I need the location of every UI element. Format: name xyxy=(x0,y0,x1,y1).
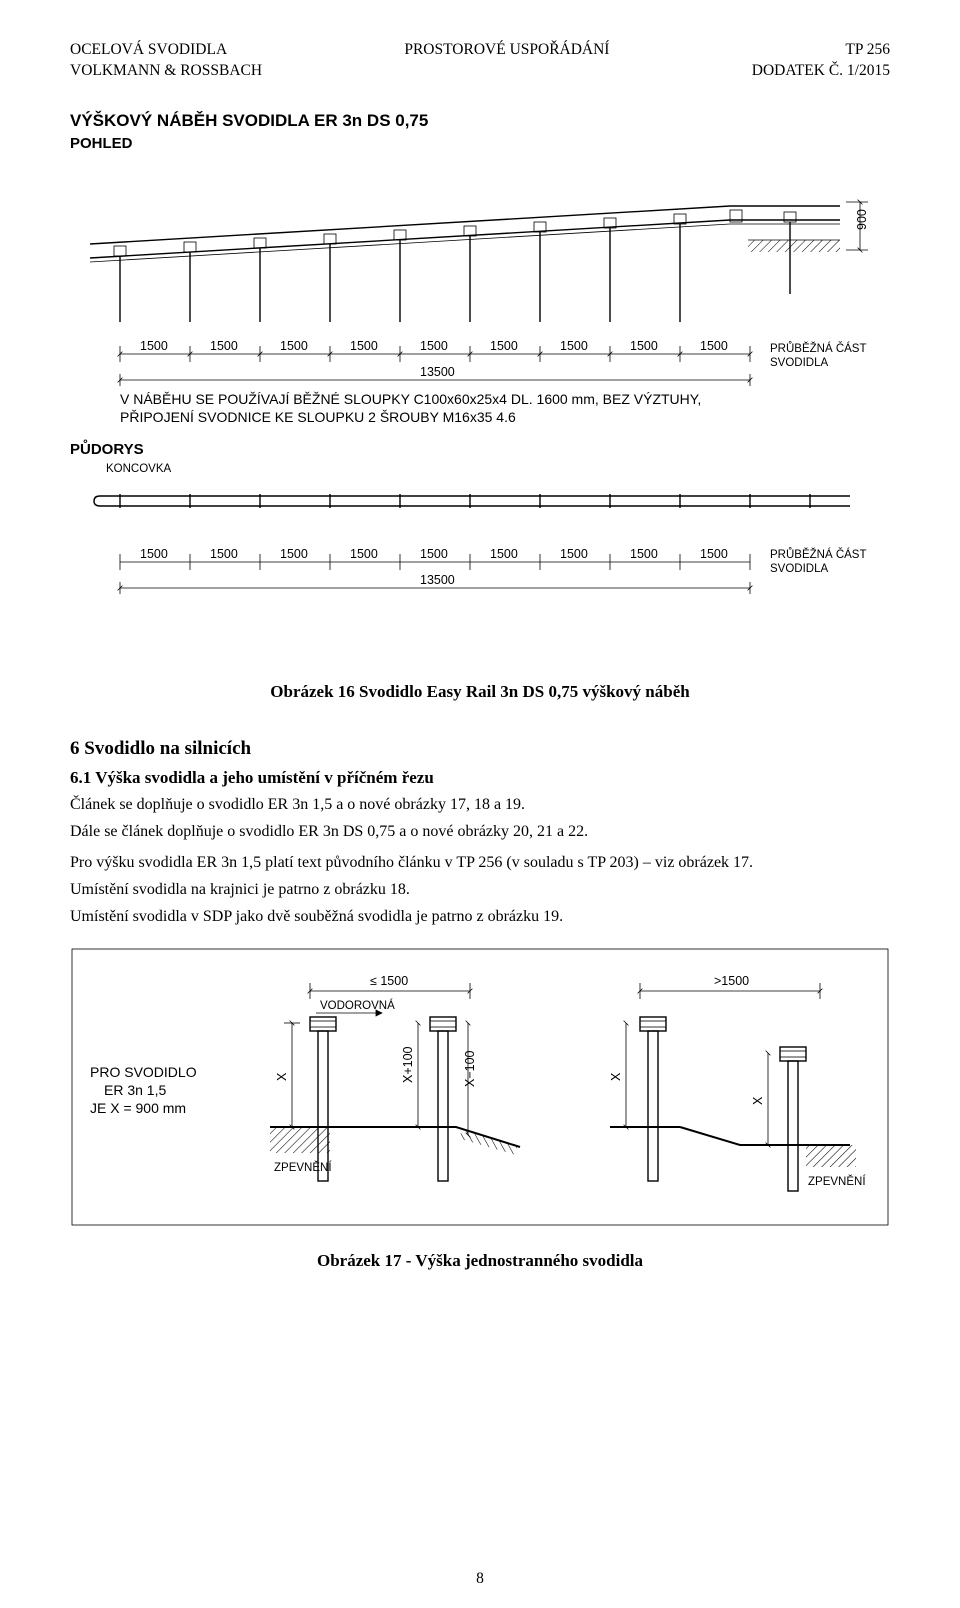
fig2-note3: JE X = 900 mm xyxy=(90,1100,186,1116)
header-right: TP 256 DODATEK Č. 1/2015 xyxy=(752,40,890,82)
section-6-1-heading: 6.1 Výška svodidla a jeho umístění v pří… xyxy=(70,768,890,788)
fig1b-seg5: 1500 xyxy=(420,547,448,561)
fig1-seg1: 1500 xyxy=(140,339,168,353)
fig1-note1: V NÁBĚHU SE POUŽÍVAJÍ BĚŽNÉ SLOUPKY C100… xyxy=(120,391,701,407)
fig1b-seg4: 1500 xyxy=(350,547,378,561)
fig1-seg4: 1500 xyxy=(350,339,378,353)
fig1b-seg3: 1500 xyxy=(280,547,308,561)
fig1-total1: 13500 xyxy=(420,365,455,379)
fig1-seg6: 1500 xyxy=(490,339,518,353)
fig2-zpevneni-l: ZPEVNĚNÍ xyxy=(274,1161,332,1174)
fig1-seg5: 1500 xyxy=(420,339,448,353)
fig1-prubezna-b1: PRŮBĚŽNÁ ČÁST xyxy=(770,548,867,561)
fig1-title: VÝŠKOVÝ NÁBĚH SVODIDLA ER 3n DS 0,75 xyxy=(70,111,428,130)
fig1-seg8: 1500 xyxy=(630,339,658,353)
fig1-seg2: 1500 xyxy=(210,339,238,353)
para-1: Článek se doplňuje o svodidlo ER 3n 1,5 … xyxy=(70,794,890,815)
fig1-note2: PŘIPOJENÍ SVODNICE KE SLOUPKU 2 ŠROUBY M… xyxy=(120,409,516,425)
fig1b-seg1: 1500 xyxy=(140,547,168,561)
fig1b-seg9: 1500 xyxy=(700,547,728,561)
fig1-koncovka: KONCOVKA xyxy=(106,463,172,475)
fig2-gt1500: >1500 xyxy=(714,974,749,988)
fig1-seg9: 1500 xyxy=(700,339,728,353)
figure-16-caption: Obrázek 16 Svodidlo Easy Rail 3n DS 0,75… xyxy=(70,682,890,702)
fig1b-seg8: 1500 xyxy=(630,547,658,561)
fig1b-seg2: 1500 xyxy=(210,547,238,561)
header-center: PROSTOROVÉ USPOŘÁDÁNÍ xyxy=(262,40,752,82)
fig1-view1: POHLED xyxy=(70,135,133,152)
para-5: Umístění svodidla v SDP jako dvě souběžn… xyxy=(70,906,890,927)
header-left-line1: OCELOVÁ SVODIDLA xyxy=(70,40,262,61)
fig1b-seg6: 1500 xyxy=(490,547,518,561)
fig2-note2: ER 3n 1,5 xyxy=(104,1082,166,1098)
fig1-prubezna-a1: PRŮBĚŽNÁ ČÁST xyxy=(770,342,867,355)
fig1-dim900: 900 xyxy=(855,209,869,230)
figure-16: VÝŠKOVÝ NÁBĚH SVODIDLA ER 3n DS 0,75 POH… xyxy=(70,108,890,668)
header-right-line2: DODATEK Č. 1/2015 xyxy=(752,61,890,82)
fig1-prubezna-b2: SVODIDLA xyxy=(770,563,828,575)
figure-17: PRO SVODIDLO ER 3n 1,5 JE X = 900 mm ≤ 1… xyxy=(70,947,890,1237)
fig1-total2: 13500 xyxy=(420,573,455,587)
fig2-xminus: X−100 xyxy=(463,1051,477,1088)
fig1-seg7: 1500 xyxy=(560,339,588,353)
fig2-le1500: ≤ 1500 xyxy=(370,974,408,988)
fig2-xplus: X+100 xyxy=(401,1047,415,1084)
header-right-line1: TP 256 xyxy=(752,40,890,61)
header-left: OCELOVÁ SVODIDLA VOLKMANN & ROSSBACH xyxy=(70,40,262,82)
section-6-heading: 6 Svodidlo na silnicích xyxy=(70,738,890,760)
page-number: 8 xyxy=(0,1570,960,1588)
fig2-x3: X xyxy=(751,1096,765,1105)
fig1-prubezna-a2: SVODIDLA xyxy=(770,357,828,369)
fig1-view2: PŮDORYS xyxy=(70,439,144,458)
fig2-vodorovna: VODOROVNÁ xyxy=(320,999,395,1012)
fig2-x2: X xyxy=(609,1072,623,1081)
para-4: Umístění svodidla na krajnici je patrno … xyxy=(70,879,890,900)
para-2: Dále se článek doplňuje o svodidlo ER 3n… xyxy=(70,821,890,842)
fig1-seg3: 1500 xyxy=(280,339,308,353)
fig2-x: X xyxy=(275,1072,289,1081)
para-3: Pro výšku svodidla ER 3n 1,5 platí text … xyxy=(70,852,890,873)
figure-17-caption: Obrázek 17 - Výška jednostranného svodid… xyxy=(70,1251,890,1271)
fig2-zpevneni-r: ZPEVNĚNÍ xyxy=(808,1175,866,1188)
fig2-note1: PRO SVODIDLO xyxy=(90,1064,197,1080)
fig1b-seg7: 1500 xyxy=(560,547,588,561)
page-header: OCELOVÁ SVODIDLA VOLKMANN & ROSSBACH PRO… xyxy=(70,40,890,82)
header-center-text: PROSTOROVÉ USPOŘÁDÁNÍ xyxy=(262,40,752,61)
header-left-line2: VOLKMANN & ROSSBACH xyxy=(70,61,262,82)
